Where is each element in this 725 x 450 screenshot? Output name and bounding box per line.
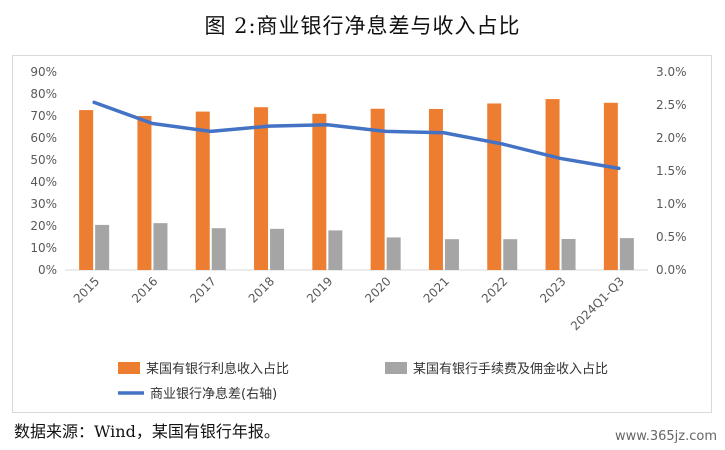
source-note: 数据来源：Wind，某国有银行年报。 bbox=[14, 422, 280, 441]
chart-frame bbox=[12, 55, 712, 413]
bar-interest-income bbox=[370, 108, 385, 271]
y-left-tick-label: 10% bbox=[30, 241, 57, 255]
y-left-tick-label: 0% bbox=[38, 263, 57, 277]
bar-fee-income bbox=[270, 228, 285, 270]
bar-interest-income bbox=[487, 103, 502, 271]
bar-interest-income bbox=[137, 116, 152, 270]
x-tick-label: 2023 bbox=[537, 274, 568, 305]
nim-line bbox=[92, 100, 621, 171]
bar-fee-income bbox=[503, 239, 518, 270]
x-tick-label: 2021 bbox=[421, 274, 452, 305]
watermark: www.365jz.com bbox=[615, 429, 717, 444]
x-tick-label: 2015 bbox=[71, 274, 102, 305]
x-tick-label: 2019 bbox=[304, 274, 335, 305]
y-left-tick-label: 40% bbox=[30, 175, 57, 189]
x-tick-label: 2018 bbox=[246, 274, 277, 305]
y-left-tick-label: 60% bbox=[30, 131, 57, 145]
chart-title: 图 2:商业银行净息差与收入占比 bbox=[204, 14, 521, 38]
legend-label-interest: 某国有银行利息收入占比 bbox=[146, 361, 289, 377]
bar-interest-income bbox=[195, 111, 210, 270]
y-left-tick-label: 80% bbox=[30, 87, 57, 101]
bar-fee-income bbox=[444, 239, 459, 270]
y-left-tick-label: 90% bbox=[30, 65, 57, 79]
bar-fee-income bbox=[211, 228, 226, 270]
x-tick-label: 2016 bbox=[129, 274, 160, 305]
bar-fee-income bbox=[95, 224, 110, 270]
y-right-tick-label: 2.5% bbox=[656, 98, 687, 112]
legend-label-fee: 某国有银行手续费及佣金收入占比 bbox=[413, 361, 608, 377]
y-right-tick-label: 3.0% bbox=[656, 65, 687, 79]
y-left-tick-label: 70% bbox=[30, 109, 57, 123]
y-right-tick-label: 2.0% bbox=[656, 131, 687, 145]
y-right-tick-label: 0.0% bbox=[656, 263, 687, 277]
bar-interest-income bbox=[428, 108, 443, 271]
bar-interest-income bbox=[312, 113, 327, 270]
bar-fee-income bbox=[386, 237, 401, 270]
legend-label-nim: 商业银行净息差(右轴) bbox=[150, 386, 277, 402]
y-left-tick-label: 20% bbox=[30, 219, 57, 233]
legend-swatch-interest bbox=[118, 362, 140, 374]
y-right-tick-label: 0.5% bbox=[656, 230, 687, 244]
bar-interest-income bbox=[545, 99, 560, 270]
x-tick-label: 2022 bbox=[479, 274, 510, 305]
y-left-tick-label: 30% bbox=[30, 197, 57, 211]
y-left-tick-label: 50% bbox=[30, 153, 57, 167]
bar-fee-income bbox=[153, 223, 168, 270]
bar-fee-income bbox=[328, 230, 343, 270]
bar-interest-income bbox=[603, 102, 618, 270]
x-tick-label: 2017 bbox=[187, 274, 218, 305]
bar-interest-income bbox=[79, 110, 94, 270]
x-tick-label: 2024Q1-Q3 bbox=[568, 274, 627, 333]
legend-swatch-fee bbox=[385, 362, 407, 374]
x-tick-label: 2020 bbox=[362, 274, 393, 305]
bar-fee-income bbox=[619, 238, 634, 270]
bar-interest-income bbox=[254, 107, 269, 270]
bar-fee-income bbox=[561, 238, 576, 270]
y-right-tick-label: 1.0% bbox=[656, 197, 687, 211]
y-right-tick-label: 1.5% bbox=[656, 164, 687, 178]
